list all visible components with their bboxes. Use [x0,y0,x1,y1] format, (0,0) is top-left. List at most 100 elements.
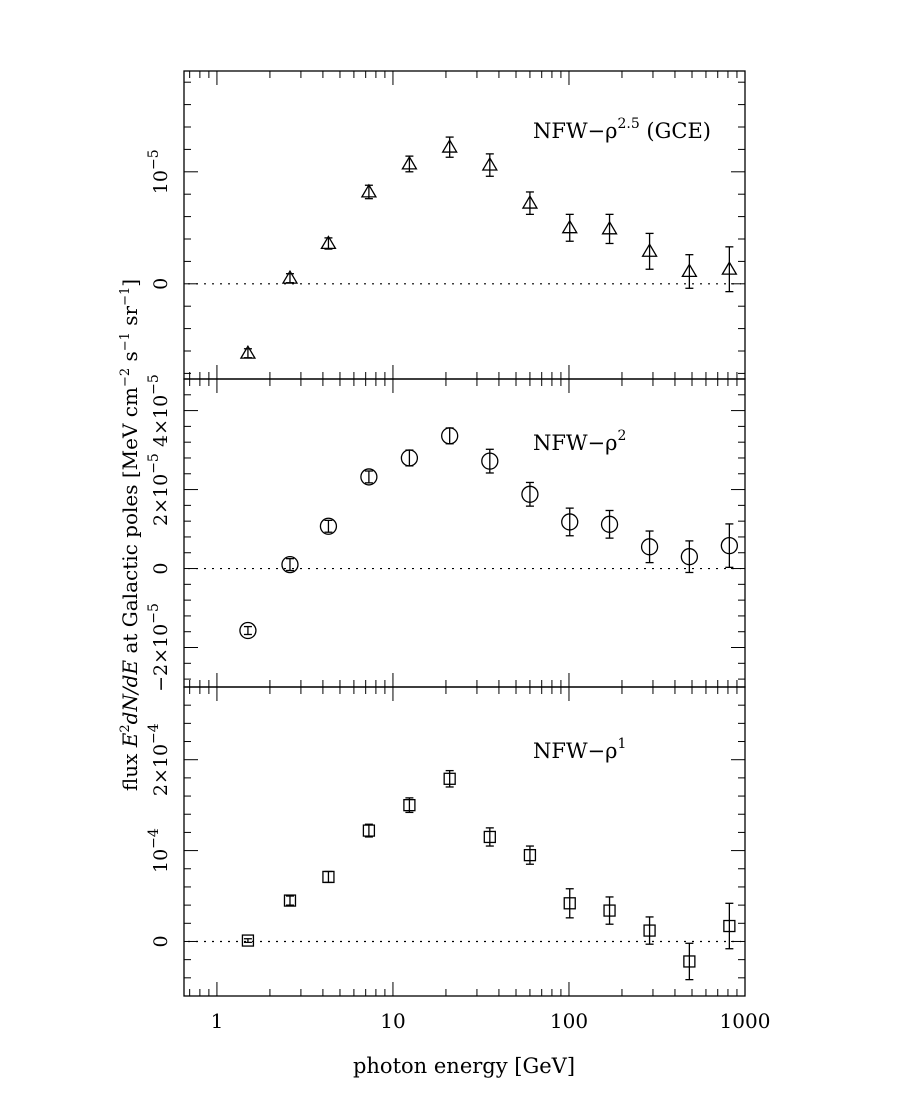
panel-label-main: NFW−ρ [533,119,617,143]
panel-label: NFW−ρ1 [533,736,626,763]
y-tick-label-text: 4×10 [150,395,172,447]
y-tick-label-exponent: −4 [146,828,162,849]
y-tick-label-text: 2×10 [150,474,172,526]
y-ticks [184,81,745,374]
panel-label-exponent: 1 [617,736,626,752]
circle-marker [360,468,378,486]
data-point [523,845,537,865]
data-point [239,344,257,359]
data-point [319,517,338,535]
data-points [241,769,736,981]
data-point [521,481,539,507]
triangle-marker [481,156,498,171]
square-marker [403,798,416,812]
y-tick-label: −2×10−5 [146,603,172,692]
panel-label-main: NFW−ρ [533,431,617,455]
data-point [641,232,658,270]
triangle-marker [721,260,738,275]
y-tick-label: 10−5 [146,149,172,194]
y-tick-label: 10−4 [146,828,172,873]
y-tick-label-exponent: −5 [146,149,162,170]
data-point [561,507,579,537]
circle-marker [600,515,619,533]
y-tick-label-exponent: −5 [146,603,162,624]
y-axis-title-mid: at Galactic poles [MeV cm [118,387,142,660]
x-ticks [189,687,746,996]
circle-marker [481,452,499,470]
data-point [481,448,499,474]
y-axis-title-dnde: dN/dE [118,660,142,725]
data-point [720,523,739,569]
circle-marker [281,555,299,574]
data-point [400,449,419,467]
circle-marker [319,517,338,535]
y-tick-label-text: 0 [150,562,172,574]
y-axis-title-prefix: flux [118,747,142,791]
square-marker [563,897,576,910]
y-tick-label-text: 10 [150,170,172,194]
data-point [362,823,376,838]
data-point [601,213,618,245]
data-point [281,269,299,284]
y-tick-label: 2×10−4 [146,723,172,796]
data-point [443,769,456,788]
circle-marker [441,427,459,445]
data-point [441,427,459,445]
triangle-marker [239,344,257,359]
x-tick-label: 1 [211,1009,224,1033]
triangle-marker [441,138,458,153]
data-point [521,191,539,216]
x-axis-title: photon energy [GeV] [353,1054,575,1078]
panel-label: NFW−ρ2 [533,428,626,455]
y-axis-title-sq: 2 [118,724,133,732]
square-marker [483,830,496,844]
y-ticks [184,704,745,997]
data-point [322,870,335,884]
circle-marker [680,548,699,566]
panel-label: NFW−ρ2.5 (GCE) [533,116,711,143]
circle-marker [561,513,579,531]
y-axis-title-e: E [118,732,142,748]
data-point [403,797,416,814]
y-tick-label-text: 0 [150,278,172,290]
data-point [481,153,498,177]
data-point [239,621,257,640]
x-ticks [189,71,746,379]
data-point [320,235,337,250]
y-tick-label-exponent: −5 [146,374,162,395]
y-axis-title-s: s [118,351,142,368]
x-ticks [189,379,746,687]
data-point [401,155,418,173]
triangle-marker [681,263,698,278]
triangle-marker [401,155,418,170]
data-points [239,427,739,640]
square-marker [362,824,376,837]
y-axis-title: flux E2dN/dE at Galactic poles [MeV cm−2… [118,279,142,791]
y-tick-label: 4×10−5 [146,374,172,447]
triangle-marker [320,235,337,250]
triangle-marker [601,220,618,235]
data-point [600,509,619,539]
square-marker [523,848,537,862]
data-point [723,902,736,950]
y-axis-title-exp1: −2 [118,368,133,387]
data-point [441,136,458,158]
square-marker [322,870,335,884]
data-point [241,934,255,947]
data-point [283,894,297,907]
y-tick-label: 0 [150,562,172,574]
y-tick-label-exponent: −5 [146,453,162,474]
square-marker [723,919,736,933]
circle-marker [640,538,659,556]
panel-label-exponent: 2 [617,428,626,444]
triangle-marker [281,269,299,284]
panel-top: 0 10−5 NFW−ρ2.5 (GCE) [146,70,746,380]
panel-frame [183,70,746,380]
y-tick-label: 2×10−5 [146,453,172,526]
square-marker [683,955,696,968]
circle-marker [239,621,257,640]
